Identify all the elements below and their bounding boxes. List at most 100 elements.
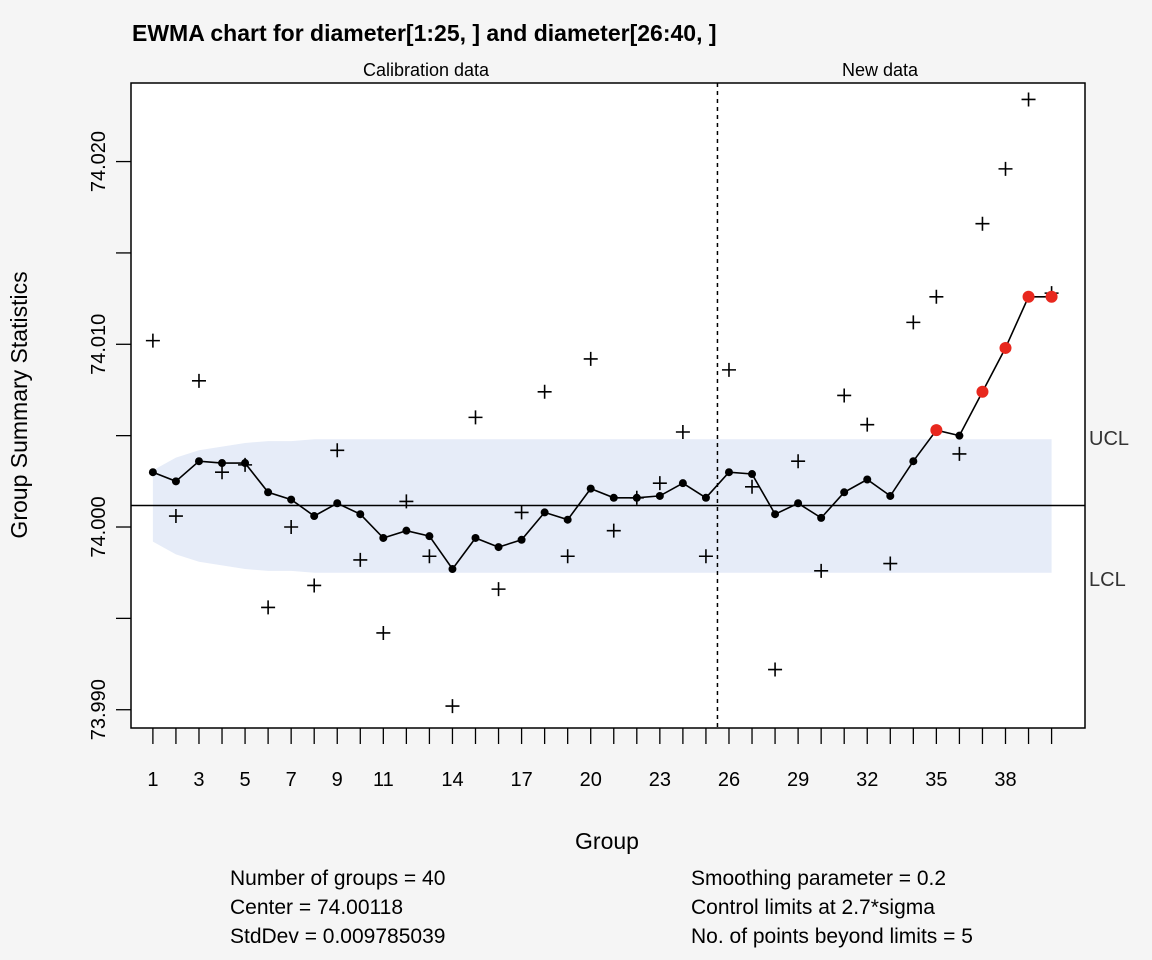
- x-tick-label: 5: [240, 769, 251, 791]
- ewma-point: [448, 565, 457, 574]
- statistic-point: [791, 454, 806, 469]
- statistic-point: [860, 417, 875, 432]
- x-tick-label: 17: [510, 769, 532, 791]
- ewma-point: [748, 470, 757, 479]
- ewma-point: [632, 493, 641, 502]
- statistic-point: [1021, 92, 1036, 107]
- statistic-point: [261, 600, 276, 615]
- x-tick-label: 7: [286, 769, 297, 791]
- statistic-point: [698, 549, 713, 564]
- ewma-point: [218, 459, 227, 468]
- x-tick-label: 20: [580, 769, 602, 791]
- statistic-point: [906, 315, 921, 330]
- ewma-point: [494, 543, 503, 552]
- statistic-point: [468, 410, 483, 425]
- ewma-point: [840, 488, 849, 497]
- ewma-violation-point: [976, 385, 989, 398]
- statistic-point: [399, 494, 414, 509]
- ewma-point: [955, 431, 964, 440]
- ewma-violation-point: [930, 424, 943, 437]
- ewma-point: [586, 484, 595, 493]
- statistic-point: [537, 384, 552, 399]
- x-tick-label: 38: [994, 769, 1016, 791]
- ewma-point: [425, 532, 434, 541]
- ewma-violation-point: [999, 341, 1012, 354]
- ewma-point: [333, 499, 342, 508]
- ewma-point: [310, 512, 319, 521]
- ucl-label: UCL: [1089, 428, 1129, 450]
- x-tick-label: 1: [147, 769, 158, 791]
- ewma-point: [517, 535, 526, 544]
- x-tick-label: 35: [925, 769, 947, 791]
- ewma-point: [287, 495, 296, 504]
- statistic-point: [814, 563, 829, 578]
- statistic-point: [975, 216, 990, 231]
- statistic-point: [514, 505, 529, 520]
- ewma-point: [817, 513, 826, 522]
- statistic-point: [422, 549, 437, 564]
- ewma-point: [724, 468, 733, 477]
- statistic-point: [353, 552, 368, 567]
- ewma-point: [356, 510, 365, 519]
- x-tick-label: 9: [332, 769, 343, 791]
- statistic-point: [675, 424, 690, 439]
- ewma-violation-point: [1045, 290, 1058, 303]
- statistic-point: [560, 549, 575, 564]
- summary-stddev: StdDev = 0.009785039: [230, 925, 445, 948]
- statistic-point: [837, 388, 852, 403]
- ewma-point: [863, 475, 872, 484]
- y-axis-title: Group Summary Statistics: [6, 271, 32, 538]
- ewma-point: [678, 479, 687, 488]
- summary-beyond: No. of points beyond limits = 5: [691, 925, 973, 948]
- statistic-point: [721, 362, 736, 377]
- ewma-point: [471, 533, 480, 542]
- y-tick-label: 74.020: [88, 131, 110, 192]
- statistic-point: [652, 476, 667, 491]
- y-tick-label: 74.010: [88, 314, 110, 375]
- statistic-point: [445, 699, 460, 714]
- y-axis: 73.990 74.000 74.010 74.020: [88, 131, 131, 740]
- statistic-point: [284, 520, 299, 535]
- x-tick-label: 26: [718, 769, 740, 791]
- ewma-point: [264, 488, 273, 497]
- ewma-violation-point: [1022, 290, 1035, 303]
- ewma-point: [563, 515, 572, 524]
- ewma-point: [794, 499, 803, 508]
- statistic-point: [191, 373, 206, 388]
- ewma-point: [194, 457, 203, 466]
- statistic-point: [606, 523, 621, 538]
- ewma-point: [148, 468, 157, 477]
- ewma-point: [655, 491, 664, 500]
- summary-limits: Control limits at 2.7*sigma: [691, 896, 935, 919]
- summary-center: Center = 74.00118: [230, 896, 403, 919]
- section-label-calibration: Calibration data: [363, 60, 490, 80]
- x-tick-label: 3: [193, 769, 204, 791]
- statistic-point: [929, 289, 944, 304]
- statistic-point: [768, 662, 783, 677]
- chart-title: EWMA chart for diameter[1:25, ] and diam…: [132, 20, 717, 46]
- statistic-point: [168, 509, 183, 524]
- x-axis: 1 3 5 7 9 11 14 17 20 23 26 29 32 35 38: [147, 728, 1053, 791]
- ewma-point: [171, 477, 180, 486]
- plot-frame: [130, 82, 1086, 729]
- x-tick-label: 32: [856, 769, 878, 791]
- group-statistics-layer: [145, 92, 1059, 714]
- ewma-point: [241, 459, 250, 468]
- lcl-label: LCL: [1089, 569, 1126, 591]
- statistic-point: [583, 351, 598, 366]
- ewma-line: [152, 295, 1052, 571]
- ewma-point: [886, 491, 895, 500]
- statistic-point: [215, 465, 230, 480]
- ewma-point: [771, 510, 780, 519]
- summary-smoothing: Smoothing parameter = 0.2: [691, 867, 946, 890]
- ewma-point: [379, 533, 388, 542]
- summary-groups: Number of groups = 40: [230, 867, 445, 890]
- statistic-point: [491, 582, 506, 597]
- ewma-point: [701, 493, 710, 502]
- statistic-point: [883, 556, 898, 571]
- ewma-series-layer: [148, 290, 1058, 574]
- plot-area: [131, 83, 1085, 728]
- statistic-point: [998, 161, 1013, 176]
- ewma-point: [540, 508, 549, 517]
